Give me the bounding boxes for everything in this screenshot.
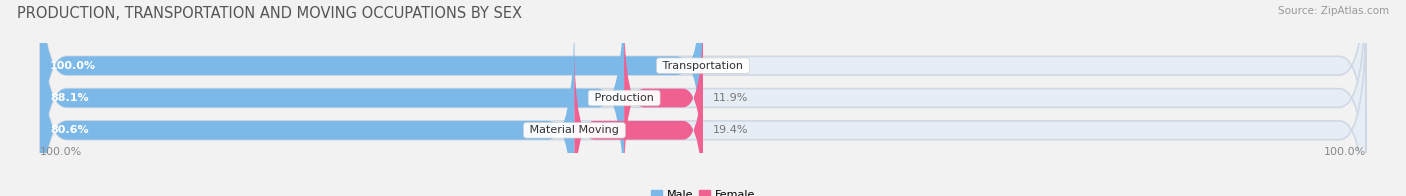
Text: 19.4%: 19.4%	[713, 125, 748, 135]
Text: Source: ZipAtlas.com: Source: ZipAtlas.com	[1278, 6, 1389, 16]
Text: Production: Production	[591, 93, 658, 103]
Text: Transportation: Transportation	[659, 61, 747, 71]
Text: 100.0%: 100.0%	[41, 147, 83, 157]
FancyBboxPatch shape	[41, 11, 575, 196]
FancyBboxPatch shape	[41, 0, 1365, 196]
Text: 100.0%: 100.0%	[51, 61, 96, 71]
Text: 88.1%: 88.1%	[51, 93, 89, 103]
Text: PRODUCTION, TRANSPORTATION AND MOVING OCCUPATIONS BY SEX: PRODUCTION, TRANSPORTATION AND MOVING OC…	[17, 6, 522, 21]
Text: 11.9%: 11.9%	[713, 93, 748, 103]
Legend: Male, Female: Male, Female	[647, 185, 759, 196]
Text: Material Moving: Material Moving	[526, 125, 623, 135]
Text: 0.0%: 0.0%	[713, 61, 741, 71]
FancyBboxPatch shape	[41, 11, 1365, 196]
Text: 100.0%: 100.0%	[1323, 147, 1365, 157]
FancyBboxPatch shape	[41, 0, 703, 185]
FancyBboxPatch shape	[41, 0, 1365, 185]
FancyBboxPatch shape	[41, 0, 624, 196]
FancyBboxPatch shape	[575, 43, 703, 196]
Text: 80.6%: 80.6%	[51, 125, 89, 135]
FancyBboxPatch shape	[624, 11, 703, 185]
